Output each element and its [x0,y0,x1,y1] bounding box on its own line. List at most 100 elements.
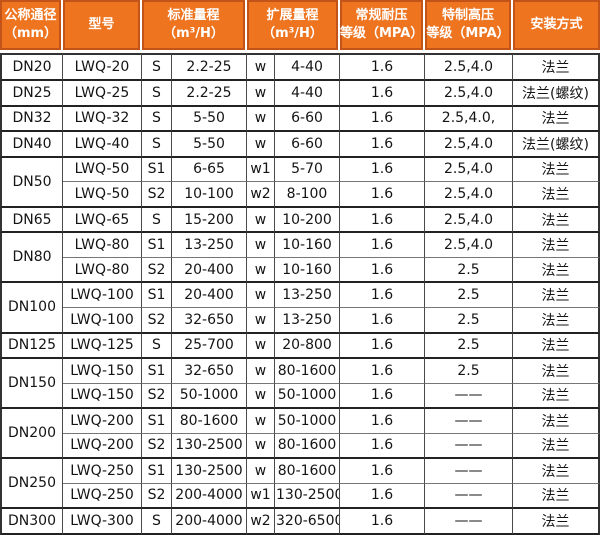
cell-ext-range: 130-2500 [275,483,340,510]
cell-nominal-diameter: DN200 [0,409,63,460]
cell-install-method: 法兰 [513,307,600,334]
cell-std-range: 130-2500 [172,459,247,484]
cell-install-method: 法兰 [513,409,600,434]
cell-std-range: 5-50 [172,132,247,158]
cell-ext-range: 80-1600 [275,359,340,384]
header-pressure-standard: 常规耐压 等级（MPA） [340,0,425,53]
cell-pressure-high: 2.5 [425,333,513,360]
cell-std-range: 5-50 [172,106,247,133]
cell-std-code: S2 [142,307,172,334]
header-standard-range: 标准量程 （m³/H） [142,0,247,53]
cell-ext-code: w2 [247,509,275,535]
cell-ext-range: 80-1600 [275,459,340,484]
table-row: LWQ-250 S2 200-4000 w1 130-2500 1.6 —— 法兰 [0,483,600,510]
cell-std-code: S2 [142,383,172,410]
cell-std-range: 10-100 [172,182,247,208]
cell-std-code: S1 [142,359,172,384]
cell-model: LWQ-32 [63,106,142,133]
cell-ext-code: w [247,283,275,308]
cell-pressure-high: —— [425,483,513,510]
cell-std-range: 200-4000 [172,509,247,535]
cell-nominal-diameter: DN150 [0,359,63,410]
cell-std-range: 20-400 [172,283,247,308]
cell-pressure-standard: 1.6 [340,433,425,460]
cell-pressure-standard: 1.6 [340,53,425,81]
cell-ext-range: 4-40 [275,80,340,107]
cell-pressure-high: 2.5 [425,257,513,284]
cell-model: LWQ-100 [63,283,142,308]
cell-pressure-high: 2.5,4.0 [425,132,513,158]
cell-ext-range: 6-60 [275,106,340,133]
cell-install-method: 法兰 [513,53,600,81]
cell-pressure-high: —— [425,409,513,434]
table-row: DN300 LWQ-300 S 200-4000 w2 320-6500 1.6 —— 法兰 [0,509,600,535]
cell-pressure-high: 2.5,4.0, [425,106,513,133]
table-row: DN250 LWQ-250 S1 130-2500 w 80-1600 1.6 —— 法兰 [0,459,600,510]
cell-nominal-diameter: DN80 [0,233,63,284]
cell-ext-range: 50-1000 [275,383,340,410]
cell-std-code: S1 [142,233,172,258]
cell-std-code: S [142,106,172,133]
cell-std-code: S [142,207,172,234]
cell-pressure-standard: 1.6 [340,383,425,410]
cell-model: LWQ-250 [63,483,142,510]
cell-std-range: 130-2500 [172,433,247,460]
cell-ext-range: 50-1000 [275,409,340,434]
cell-install-method: 法兰 [513,509,600,535]
cell-std-code: S [142,80,172,107]
cell-install-method: 法兰 [513,182,600,208]
cell-ext-range: 80-1600 [275,433,340,460]
cell-ext-code: w [247,132,275,158]
cell-nominal-diameter: DN25 [0,80,63,107]
cell-std-code: S2 [142,433,172,460]
cell-pressure-standard: 1.6 [340,80,425,107]
table-row: DN32 LWQ-32 S 5-50 w 6-60 1.6 2.5,4.0, 法兰 [0,106,600,133]
table-row: DN150 LWQ-150 S1 32-650 w 80-1600 1.6 2.5 法兰 [0,359,600,410]
cell-ext-code: w [247,80,275,107]
cell-pressure-standard: 1.6 [340,333,425,360]
cell-pressure-standard: 1.6 [340,182,425,208]
header-extended-range: 扩展量程 （m³/H） [247,0,340,53]
cell-std-range: 32-650 [172,307,247,334]
cell-install-method: 法兰 [513,257,600,284]
cell-nominal-diameter: DN40 [0,132,63,158]
cell-install-method: 法兰 [513,459,600,484]
cell-nominal-diameter: DN65 [0,207,63,234]
table-row: DN65 LWQ-65 S 15-200 w 10-200 1.6 2.5,4.0 法兰 [0,207,600,234]
cell-std-range: 50-1000 [172,383,247,410]
header-pressure-high: 特制高压 等级（MPA） [425,0,513,53]
cell-pressure-standard: 1.6 [340,233,425,258]
cell-model: LWQ-25 [63,80,142,107]
cell-std-code: S [142,509,172,535]
cell-install-method: 法兰 [513,207,600,234]
cell-std-code: S2 [142,182,172,208]
cell-install-method: 法兰 [513,483,600,510]
cell-pressure-high: 2.5,4.0 [425,157,513,183]
cell-nominal-diameter: DN100 [0,283,63,334]
table-row: DN125 LWQ-125 S 25-700 w 20-800 1.6 2.5 法兰 [0,333,600,360]
cell-std-range: 2.2-25 [172,53,247,81]
cell-model: LWQ-150 [63,383,142,410]
cell-model: LWQ-200 [63,433,142,460]
cell-pressure-high: 2.5 [425,307,513,334]
cell-ext-code: w [247,333,275,360]
cell-pressure-standard: 1.6 [340,307,425,334]
cell-pressure-high: —— [425,383,513,410]
cell-pressure-high: 2.5,4.0 [425,53,513,81]
cell-model: LWQ-80 [63,257,142,284]
cell-ext-code: w [247,207,275,234]
cell-install-method: 法兰 [513,157,600,183]
cell-nominal-diameter: DN125 [0,333,63,360]
cell-install-method: 法兰 [513,383,600,410]
cell-model: LWQ-20 [63,53,142,81]
cell-pressure-standard: 1.6 [340,157,425,183]
cell-std-code: S [142,132,172,158]
cell-install-method: 法兰 [513,233,600,258]
cell-std-range: 15-200 [172,207,247,234]
cell-pressure-standard: 1.6 [340,283,425,308]
cell-nominal-diameter: DN50 [0,157,63,208]
cell-pressure-standard: 1.6 [340,106,425,133]
cell-pressure-high: 2.5,4.0 [425,182,513,208]
cell-std-range: 80-1600 [172,409,247,434]
cell-std-code: S2 [142,257,172,284]
